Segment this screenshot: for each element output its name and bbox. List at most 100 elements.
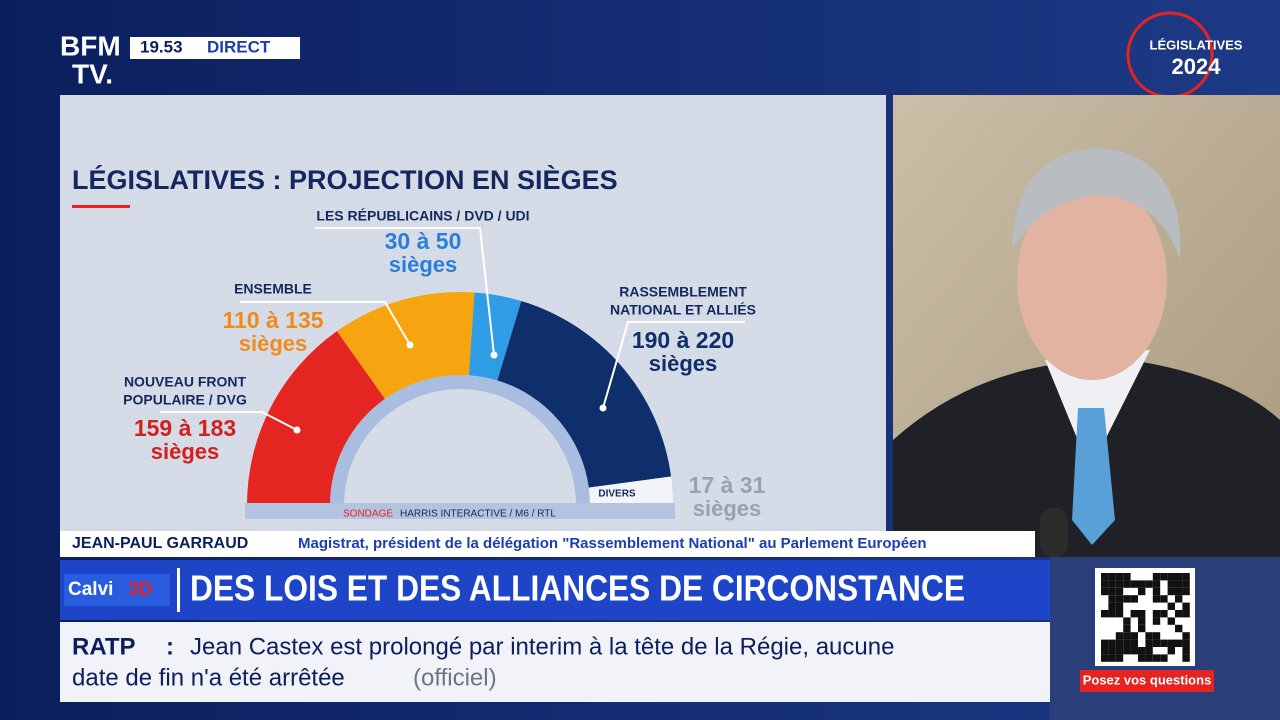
seat-segment [588, 476, 673, 505]
qr-cell [1115, 654, 1124, 662]
qr-cell [1175, 624, 1183, 633]
qr-cell [1167, 580, 1175, 588]
qr-cell [1123, 632, 1131, 640]
microphone [1040, 508, 1068, 557]
qr-cell [1101, 580, 1109, 588]
party-name: NATIONAL ET ALLIÉS [610, 302, 756, 318]
seat-segment [468, 292, 522, 381]
title-underline [72, 205, 130, 208]
seat-range: 17 à 31 [689, 472, 766, 498]
qr-cell [1167, 587, 1175, 596]
qr-cell [1160, 573, 1168, 581]
qr-cell [1101, 587, 1109, 596]
qr-cell [1182, 573, 1190, 581]
qr-cell [1138, 654, 1146, 662]
qr-cell [1138, 587, 1146, 596]
logo-tv: TV. [72, 58, 113, 89]
qr-cell [1108, 573, 1116, 581]
show-name: Calvi [68, 579, 113, 600]
seat-unit: sièges [389, 252, 458, 277]
qr-cell [1182, 632, 1190, 640]
qr-cell [1182, 587, 1190, 596]
ticker-line1: Jean Castex est prolongé par interim à l… [190, 633, 894, 660]
qr-cell [1101, 639, 1109, 647]
qr-cell [1130, 580, 1138, 588]
qr-cell [1138, 580, 1146, 588]
qr-cell [1160, 639, 1168, 647]
live-box [130, 37, 300, 59]
seat-range: 190 à 220 [632, 327, 734, 353]
qr-cell [1108, 610, 1116, 618]
qr-cell [1167, 602, 1175, 610]
qr-cell [1175, 595, 1183, 603]
divider [177, 568, 180, 612]
leader-dot [599, 404, 607, 412]
qr-caption-box [1080, 670, 1214, 692]
qr-cell [1130, 595, 1138, 603]
qr-cell [1108, 654, 1116, 662]
qr-cell [1152, 587, 1161, 596]
qr-cell [1108, 587, 1116, 596]
qr-cell [1115, 647, 1124, 655]
seat-segment [247, 331, 385, 505]
qr-cell [1123, 647, 1131, 655]
clock: 19.53 [140, 37, 183, 56]
logo-bfm: BFM [60, 30, 121, 61]
qr-cell [1123, 624, 1131, 633]
party-name: RASSEMBLEMENT [619, 284, 747, 300]
floor [245, 503, 675, 519]
seat-unit: sièges [693, 496, 762, 521]
headline-bar [60, 560, 1050, 620]
qr-cell [1115, 639, 1124, 647]
qr-cell [1115, 573, 1124, 581]
qr-cell [1130, 639, 1138, 647]
qr-cell [1175, 639, 1183, 647]
qr-cell [1167, 639, 1175, 647]
source-prefix: SONDAGE [343, 509, 393, 520]
qr-cell [1145, 639, 1153, 647]
face [1017, 180, 1167, 380]
qr-cell [1145, 580, 1153, 588]
leader-dot [490, 351, 498, 359]
source: HARRIS INTERACTIVE / M6 / RTL [400, 509, 556, 520]
qr-pattern [1101, 573, 1190, 662]
guest-role: Magistrat, président de la délégation "R… [298, 535, 927, 552]
ticker-bar [60, 622, 1050, 702]
qr-cell [1123, 580, 1131, 588]
qr-cell [1115, 610, 1124, 618]
inner-ring [330, 375, 590, 505]
qr-cell [1145, 654, 1153, 662]
party-name: ENSEMBLE [234, 281, 312, 297]
qr-cell [1182, 654, 1190, 662]
party-name: DIVERS [598, 489, 636, 500]
headline: DES LOIS ET DES ALLIANCES DE CIRCONSTANC… [190, 568, 965, 609]
qr-cell [1175, 610, 1183, 618]
qr-cell [1152, 595, 1161, 603]
qr-cell [1108, 595, 1116, 603]
leader-dot [406, 341, 414, 349]
leader-line [240, 301, 411, 346]
qr-cell [1108, 639, 1116, 647]
qr-cell [1101, 654, 1109, 662]
qr-cell [1115, 632, 1124, 640]
qr-cell [1145, 647, 1153, 655]
hair [1012, 148, 1181, 260]
qr-cell [1167, 573, 1175, 581]
qr-cell [1175, 573, 1183, 581]
seat-range: 110 à 135 [222, 307, 323, 333]
qr-cell [1182, 602, 1190, 610]
qr-cell [1152, 639, 1161, 647]
leader-dot [293, 426, 301, 434]
qr-cell [1138, 624, 1146, 633]
qr-caption: Posez vos questions [1083, 672, 1212, 687]
qr-cell [1182, 580, 1190, 588]
qr-cell [1160, 654, 1168, 662]
qr-cell [1130, 610, 1138, 618]
qr-cell [1138, 610, 1146, 618]
qr-cell [1108, 602, 1116, 610]
qr-cell [1138, 647, 1146, 655]
tie [1072, 408, 1115, 545]
qr-cell [1152, 573, 1161, 581]
